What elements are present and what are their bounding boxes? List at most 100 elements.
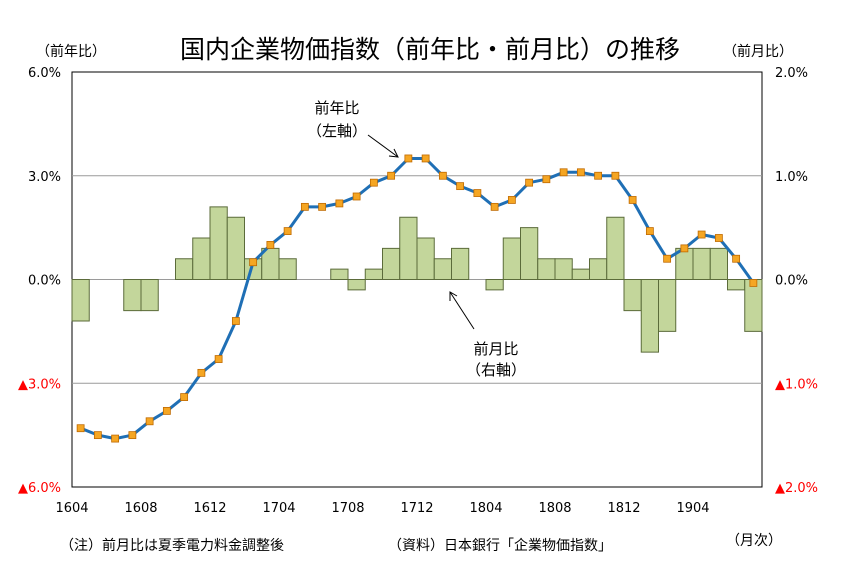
x-axis: 1604 1608 1612 1704 1708 1712 1804 1808 1812 1904 [55, 501, 709, 516]
line-point-1812 [628, 196, 637, 204]
bar-1805 [502, 237, 521, 280]
footer-note: （注）前月比は夏季電力料金調整後 [60, 537, 284, 554]
bar-1809 [571, 268, 590, 280]
line-point-1605 [93, 431, 102, 440]
line-point-1703 [266, 241, 275, 249]
bar-1812 [623, 279, 642, 312]
line-point-1903 [680, 244, 689, 253]
annotation-line-axis: （左軸） [307, 122, 367, 140]
bar-1807 [537, 258, 556, 280]
line-point-1708 [352, 192, 361, 201]
annotation-line-series: 前年比 （左軸） [307, 99, 399, 158]
right-tick-label-1: 1.0% [775, 170, 808, 185]
bar-1708 [347, 279, 366, 291]
line-point-1905 [714, 234, 723, 242]
bar-1907 [744, 279, 763, 332]
line-point-1604 [76, 424, 85, 433]
left-tick-label-2: 0.0% [28, 274, 61, 289]
annotation-bar-arrow [449, 291, 475, 330]
bar-1610 [175, 258, 194, 280]
bar-1802 [451, 247, 470, 280]
bar-1608 [140, 279, 159, 312]
line-series-yearly [76, 154, 758, 443]
line-point-1804 [490, 202, 499, 211]
left-tick-label-0: 6.0% [28, 66, 61, 81]
bar-1902 [658, 279, 677, 332]
annotation-bar-axis: （右軸） [466, 361, 526, 379]
right-tick-label-0: 2.0% [775, 66, 808, 81]
line-point-1701 [231, 317, 240, 325]
line-point-1808 [559, 168, 568, 177]
line-point-1907 [749, 279, 758, 287]
bar-1704 [278, 258, 297, 280]
line-point-1811 [611, 171, 620, 180]
bar-1804 [485, 279, 504, 291]
line-point-1810 [594, 171, 603, 180]
x-tick-label-1604: 1604 [55, 501, 88, 516]
bar-1904 [692, 247, 711, 280]
bar-1901 [640, 279, 659, 353]
x-tick-label-1712: 1712 [400, 501, 433, 516]
right-tick-label-3: ▲1.0% [775, 377, 818, 392]
annotation-bar-series: 前月比 （右軸） [449, 291, 526, 379]
line-point-1609 [162, 407, 171, 415]
line-point-1705 [300, 202, 309, 211]
bar-1808 [554, 258, 573, 280]
annotation-bar-arrowhead [449, 291, 458, 301]
left-axis-unit-label: （前年比） [36, 43, 106, 60]
left-axis: 6.0% 3.0% 0.0% ▲3.0% ▲6.0% [18, 66, 61, 496]
line-point-1906 [732, 254, 741, 263]
line-point-1710 [387, 171, 396, 180]
bar-1801 [433, 258, 452, 280]
annotation-line-arrow [367, 134, 399, 158]
bar-1906 [727, 279, 746, 291]
right-tick-label-2: 0.0% [775, 274, 808, 289]
line-point-1712 [421, 154, 430, 163]
line-point-1809 [576, 168, 585, 177]
bar-1707 [330, 268, 349, 280]
line-point-1610 [180, 393, 189, 401]
bar-1709 [364, 268, 383, 280]
line-point-1608 [145, 417, 154, 426]
line-point-1902 [663, 254, 672, 263]
left-tick-label-4: ▲6.0% [18, 481, 61, 496]
bar-1811 [606, 216, 625, 280]
bar-1607 [123, 279, 142, 312]
x-tick-label-1804: 1804 [469, 501, 502, 516]
line-point-1607 [128, 431, 137, 440]
annotation-line-arrowhead [388, 148, 399, 158]
line-point-1807 [542, 175, 551, 184]
line-point-1805 [507, 196, 516, 204]
bar-1710 [382, 247, 401, 280]
x-tick-label-1704: 1704 [262, 501, 295, 516]
right-axis-unit-label: （前月比） [723, 43, 793, 60]
line-point-1606 [111, 434, 120, 443]
annotation-line-label: 前年比 [314, 99, 359, 117]
line-point-1901 [645, 227, 654, 235]
annotation-bar-label: 前月比 [473, 340, 518, 358]
bar-1905 [709, 247, 728, 280]
line-path [80, 157, 755, 441]
bar-1711 [399, 216, 418, 280]
bar-1810 [589, 258, 608, 280]
right-axis: 2.0% 1.0% 0.0% ▲1.0% ▲2.0% [775, 66, 818, 496]
line-point-1711 [404, 154, 413, 163]
x-tick-label-1904: 1904 [676, 501, 709, 516]
bar-1712 [416, 237, 435, 280]
line-point-1706 [318, 202, 327, 211]
x-tick-label-1808: 1808 [538, 501, 571, 516]
x-tick-label-1608: 1608 [124, 501, 157, 516]
line-point-1904 [697, 230, 706, 239]
line-point-1611 [197, 368, 206, 377]
line-point-1801 [438, 171, 447, 180]
bar-1611 [192, 237, 211, 280]
bar-1701 [226, 216, 245, 280]
line-point-1704 [283, 227, 292, 235]
left-tick-label-1: 3.0% [28, 170, 61, 185]
x-tick-label-1612: 1612 [193, 501, 226, 516]
line-point-1702 [249, 258, 258, 267]
x-axis-unit-label: （月次） [726, 533, 782, 549]
bar-1806 [520, 227, 539, 280]
bar-series-monthly [71, 206, 763, 353]
